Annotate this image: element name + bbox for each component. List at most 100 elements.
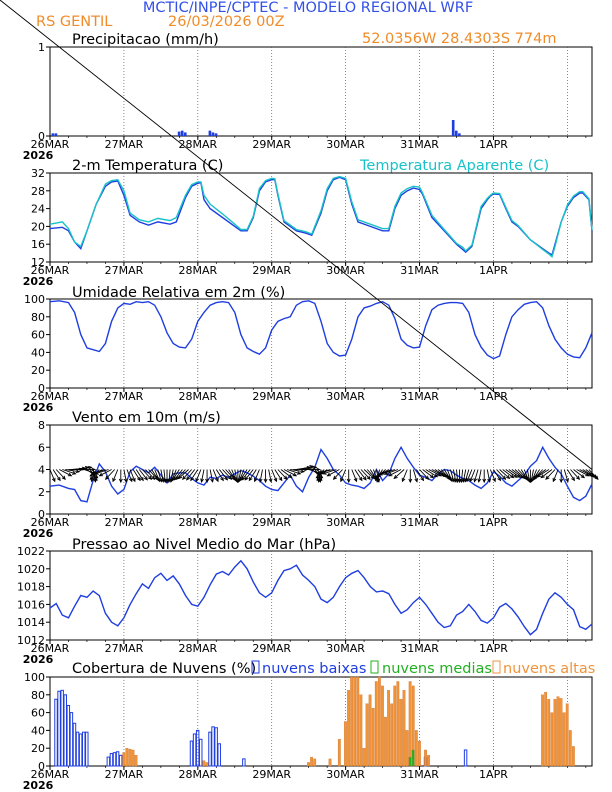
wind-vector-head bbox=[540, 474, 545, 479]
precip-xtick-label: 27MAR bbox=[105, 138, 144, 151]
wind-vector bbox=[157, 469, 162, 482]
precip-xtick-label: 30MAR bbox=[326, 138, 365, 151]
wind-vector bbox=[62, 469, 76, 475]
cloud-bar-orange bbox=[559, 698, 563, 767]
wind-xtick-label: 31MAR bbox=[400, 516, 439, 529]
wind-vector bbox=[212, 469, 219, 482]
wind-vector-head bbox=[292, 472, 298, 477]
wind-vector bbox=[366, 469, 377, 480]
header-title: MCTIC/INPE/CPTEC - MODELO REGIONAL WRF bbox=[143, 0, 473, 16]
wind-vector-head bbox=[509, 474, 515, 479]
wind-vector-head bbox=[156, 477, 161, 483]
cloud-bar-orange bbox=[387, 690, 390, 767]
temp-ytick-label: 12 bbox=[31, 256, 45, 269]
wind-vector-head bbox=[316, 467, 321, 472]
wind-vector bbox=[274, 469, 283, 481]
cloud-bar-blue bbox=[69, 712, 74, 767]
temp-xtick-label: 28MAR bbox=[178, 264, 217, 277]
pressure-xtick-label: 31MAR bbox=[400, 642, 439, 655]
wind-vector-head bbox=[123, 478, 128, 483]
wind-vector bbox=[514, 469, 526, 479]
wind-vector bbox=[360, 469, 371, 480]
cloud-title: Cobertura de Nuvens (%) bbox=[72, 661, 256, 677]
wind-vector bbox=[340, 469, 347, 482]
wind-vector bbox=[545, 469, 556, 480]
wind-vector bbox=[388, 469, 402, 477]
cloud-bar-green bbox=[408, 756, 412, 767]
temp-line-blue bbox=[49, 176, 593, 256]
cloud-bar-orange bbox=[541, 694, 544, 767]
cloud-bar-orange bbox=[313, 758, 317, 767]
wind-vector bbox=[401, 469, 408, 482]
wind-vector-head bbox=[205, 478, 210, 484]
wind-vector-head bbox=[401, 477, 406, 483]
temp-xtick-label: 29MAR bbox=[252, 264, 291, 277]
wind-vector bbox=[248, 469, 257, 481]
cloud-xtick-label: 30MAR bbox=[326, 768, 365, 781]
wind-vector bbox=[55, 469, 66, 480]
cloud-bar-orange bbox=[408, 681, 412, 767]
wind-vector-head bbox=[358, 476, 363, 482]
wind-vector bbox=[582, 469, 595, 478]
wind-vector-head bbox=[353, 477, 358, 483]
wind-vector-head bbox=[420, 476, 425, 482]
wind-vector bbox=[327, 469, 340, 477]
wind-vector bbox=[65, 469, 80, 473]
wind-vector-head bbox=[151, 475, 156, 480]
wind-vector-head bbox=[182, 475, 187, 480]
wind-vector-head bbox=[300, 469, 306, 474]
cloud-bar-blue bbox=[85, 731, 89, 767]
precip-xtick-label: 29MAR bbox=[252, 138, 291, 151]
wind-vector-head bbox=[580, 474, 586, 479]
cloud-bar-blue bbox=[189, 740, 194, 767]
cloud-bar-orange bbox=[122, 752, 126, 767]
wind-vector bbox=[59, 469, 72, 477]
temp-year-label: 2026 bbox=[23, 275, 54, 288]
humidity-xtick-label: 29MAR bbox=[252, 390, 291, 403]
precip-bar bbox=[180, 130, 184, 136]
wind-vector-head bbox=[315, 474, 320, 479]
cloud-bar-orange bbox=[556, 696, 560, 767]
cloud-ytick-label: 20 bbox=[31, 742, 45, 755]
wind-vector bbox=[499, 469, 510, 479]
cloud-xtick-label: 26MAR bbox=[31, 768, 70, 781]
wind-vector bbox=[154, 469, 160, 482]
wind-vector bbox=[357, 469, 367, 481]
cloud-bar-orange bbox=[134, 755, 138, 767]
precip-bar bbox=[177, 131, 181, 136]
wind-vector bbox=[259, 469, 263, 482]
cloud-bar-orange bbox=[356, 676, 360, 767]
wind-vector bbox=[92, 469, 106, 475]
wind-vector bbox=[222, 469, 232, 480]
wind-vector-head bbox=[571, 476, 575, 482]
cloud-bar-orange bbox=[128, 748, 132, 767]
wind-vector-head bbox=[98, 472, 104, 477]
wind-vector bbox=[302, 466, 317, 470]
cloud-ytick-label: 40 bbox=[31, 724, 45, 737]
precip-bar bbox=[54, 133, 58, 136]
wind-vector-head bbox=[128, 477, 133, 483]
wind-vector bbox=[443, 469, 452, 481]
cloud-xtick-label: 27MAR bbox=[105, 768, 144, 781]
cloud-bar-orange bbox=[328, 758, 332, 767]
wind-vector-head bbox=[112, 477, 116, 483]
wind-vector bbox=[145, 469, 155, 480]
wind-vector bbox=[178, 469, 189, 479]
temp-line-cyan bbox=[49, 175, 593, 258]
humidity-xtick-label: 26MAR bbox=[31, 390, 70, 403]
wind-vector-head bbox=[362, 476, 367, 481]
wind-vector-head bbox=[88, 465, 93, 470]
wind-vector bbox=[573, 469, 585, 478]
wind-vector-head bbox=[316, 471, 321, 475]
wind-vector bbox=[74, 466, 89, 470]
cloud-bar-blue bbox=[72, 722, 77, 767]
wind-vector bbox=[239, 469, 248, 481]
wind-xtick-label: 29MAR bbox=[252, 516, 291, 529]
cloud-bar-orange bbox=[371, 708, 375, 767]
wind-vector bbox=[174, 469, 183, 481]
cloud-year-label: 2026 bbox=[23, 779, 54, 792]
cloud-ytick-label: 100 bbox=[24, 671, 45, 684]
wind-line-blue bbox=[49, 445, 593, 503]
precip-xtick-label: 26MAR bbox=[31, 138, 70, 151]
